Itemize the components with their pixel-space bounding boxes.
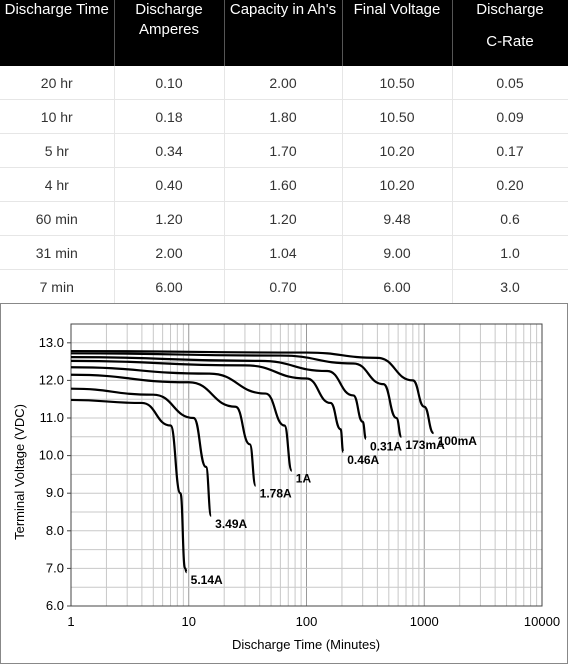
table-cell: 2.00 (114, 235, 225, 270)
table-cell: 1.20 (114, 201, 225, 236)
table-cell: 4 hr (0, 167, 115, 202)
table-cell: 9.48 (342, 201, 453, 236)
y-tick-label: 8.0 (46, 523, 64, 538)
table-header-row: Discharge Time Discharge Amperes Capacity… (0, 0, 568, 66)
y-axis-label: Terminal Voltage (VDC) (12, 404, 27, 540)
table-row: 10 hr 0.18 1.80 10.50 0.09 (0, 99, 568, 134)
curve-label: 1A (296, 472, 312, 486)
table-cell: 6.00 (114, 269, 225, 304)
curve-label: 0.31A (370, 440, 402, 454)
curve-label: 1.78A (260, 487, 292, 501)
table-cell: 0.6 (452, 201, 568, 236)
curve-label: 100mA (438, 434, 478, 448)
chart-curves (70, 349, 435, 574)
table-cell: 60 min (0, 201, 115, 236)
header-discharge-amperes: Discharge Amperes (114, 0, 225, 66)
curve-label: 3.49A (215, 517, 247, 531)
table-cell: 0.09 (452, 99, 568, 134)
table-cell: 10.50 (342, 66, 453, 100)
x-tick-label: 10 (182, 614, 196, 629)
table-cell: 10.20 (342, 167, 453, 202)
table-cell: 0.70 (224, 269, 343, 304)
discharge-curve (70, 355, 368, 440)
curve-label: 5.14A (191, 573, 223, 587)
table-cell: 0.05 (452, 66, 568, 100)
table-row: 7 min 6.00 0.70 6.00 3.0 (0, 269, 568, 304)
table-cell: 0.10 (114, 66, 225, 100)
table-cell: 10 hr (0, 99, 115, 134)
table-cell: 5 hr (0, 133, 115, 168)
y-tick-label: 11.0 (40, 410, 64, 425)
curve-label: 173mA (405, 438, 445, 452)
discharge-curve-chart: 100mA 173mA 0.31A 0.46A 1A 1.78A 3.49A 5.14A 6.… (0, 303, 568, 664)
y-tick-label: 10.0 (39, 448, 64, 463)
table-cell: 31 min (0, 235, 115, 270)
table-cell: 10.20 (342, 133, 453, 168)
x-tick-label: 10000 (524, 614, 560, 629)
table-cell: 1.04 (224, 235, 343, 270)
y-tick-label: 9.0 (46, 485, 64, 500)
discharge-curve (70, 349, 435, 435)
table-cell: 1.80 (224, 99, 343, 134)
table-cell: 7 min (0, 269, 115, 304)
discharge-curve (70, 387, 213, 517)
header-final-voltage: Final Voltage (342, 0, 453, 66)
table-cell: 9.00 (342, 235, 453, 270)
table-cell: 1.20 (224, 201, 343, 236)
curve-label: 0.46A (347, 453, 379, 467)
table-cell: 1.0 (452, 235, 568, 270)
y-tick-label: 12.0 (39, 372, 64, 387)
plot-border (70, 323, 543, 607)
header-c-rate: Discharge C-Rate (452, 0, 568, 66)
header-discharge-time: Discharge Time (0, 0, 115, 66)
discharge-curve (70, 352, 403, 438)
header-capacity: Capacity in Ah's (224, 0, 343, 66)
x-tick-label: 100 (296, 614, 318, 629)
chart-gridlines (70, 323, 543, 607)
table-cell: 1.70 (224, 133, 343, 168)
discharge-curve (70, 398, 188, 574)
table-cell: 20 hr (0, 66, 115, 100)
x-tick-label: 1 (67, 614, 74, 629)
table-cell: 6.00 (342, 269, 453, 304)
table-row: 20 hr 0.10 2.00 10.50 0.05 (0, 66, 568, 100)
discharge-spec-table: Discharge Time Discharge Amperes Capacity… (0, 0, 568, 304)
table-row: 5 hr 0.34 1.70 10.20 0.17 (0, 133, 568, 168)
y-tick-label: 13.0 (39, 335, 64, 350)
y-tick-label: 7.0 (46, 560, 64, 575)
y-tick-label: 6.0 (46, 598, 64, 613)
discharge-curve (70, 366, 293, 472)
discharge-curve (70, 373, 257, 487)
table-row: 4 hr 0.40 1.60 10.20 0.20 (0, 167, 568, 202)
chart-tick-labels: 6.0 7.0 8.0 9.0 10.0 11.0 12.0 13.0 1 10 100 1000 10… (39, 335, 560, 629)
table-row: 31 min 2.00 1.04 9.00 1.0 (0, 235, 568, 270)
table-cell: 0.17 (452, 133, 568, 168)
table-cell: 0.40 (114, 167, 225, 202)
table-cell: 0.34 (114, 133, 225, 168)
table-row: 60 min 1.20 1.20 9.48 0.6 (0, 201, 568, 236)
table-cell: 0.18 (114, 99, 225, 134)
table-cell: 10.50 (342, 99, 453, 134)
x-tick-label: 1000 (410, 614, 439, 629)
table-cell: 3.0 (452, 269, 568, 304)
discharge-curve (70, 359, 345, 453)
table-cell: 0.20 (452, 167, 568, 202)
x-axis-label: Discharge Time (Minutes) (232, 637, 380, 652)
table-cell: 2.00 (224, 66, 343, 100)
table-cell: 1.60 (224, 167, 343, 202)
